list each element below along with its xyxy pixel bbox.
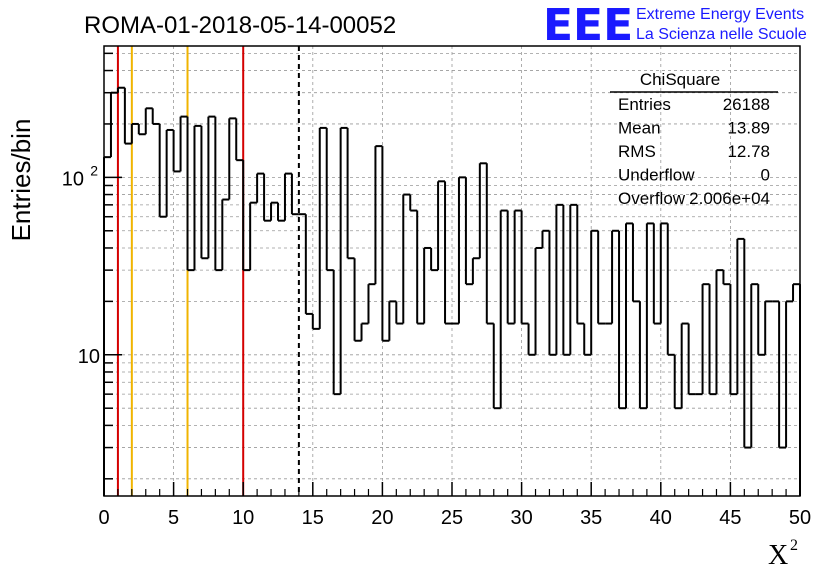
stats-value-mean: 13.89	[727, 119, 770, 138]
chart-title: ROMA-01-2018-05-14-00052	[84, 12, 396, 39]
stats-label-rms: RMS	[618, 142, 656, 161]
stats-title: ChiSquare	[640, 70, 720, 89]
x-axis-label-base: X	[768, 540, 788, 571]
logo-line-2: La Scienza nelle Scuole	[636, 26, 807, 43]
eee-logo: EEE Extreme Energy Events La Scienza nel…	[543, 0, 807, 51]
stats-box: ChiSquare Entries 26188 Mean 13.89 RMS 12.78 U…	[610, 70, 778, 208]
x-tick-label-6: 30	[510, 507, 532, 529]
x-tick-label-3: 15	[302, 507, 324, 529]
x-tick-label-8: 40	[650, 507, 672, 529]
x-tick-label-0: 0	[98, 507, 109, 529]
x-tick-label-4: 20	[371, 507, 393, 529]
x-tick-label-9: 45	[719, 507, 741, 529]
x-tick-label-5: 25	[441, 507, 463, 529]
x-axis-label: X 2	[768, 537, 798, 571]
axes: 0 5 10 15 20 25 30 35 40 45 50 10 10 2	[62, 52, 811, 529]
logo-line-1: Extreme Energy Events	[636, 6, 804, 23]
stats-label-entries: Entries	[618, 95, 671, 114]
stats-value-entries: 26188	[723, 95, 770, 114]
y-axis-label: Entries/bin	[6, 119, 36, 242]
x-tick-label-10: 50	[789, 507, 811, 529]
x-tick-label-1: 5	[168, 507, 179, 529]
x-tick-label-7: 35	[580, 507, 602, 529]
stats-label-overflow: Overflow	[618, 189, 686, 208]
logo-mark: EEE	[543, 0, 633, 51]
stats-label-mean: Mean	[618, 119, 661, 138]
y-tick-label-1: 10	[62, 168, 84, 190]
x-axis-label-superscript: 2	[790, 537, 798, 554]
stats-value-overflow: 2.006e+04	[689, 189, 770, 208]
stats-value-underflow: 0	[761, 166, 770, 185]
y-tick-label-0: 10	[78, 346, 100, 368]
x-tick-label-2: 10	[232, 507, 254, 529]
y-tick-exponent-1: 2	[90, 162, 98, 178]
stats-value-rms: 12.78	[727, 142, 770, 161]
stats-label-underflow: Underflow	[618, 166, 695, 185]
